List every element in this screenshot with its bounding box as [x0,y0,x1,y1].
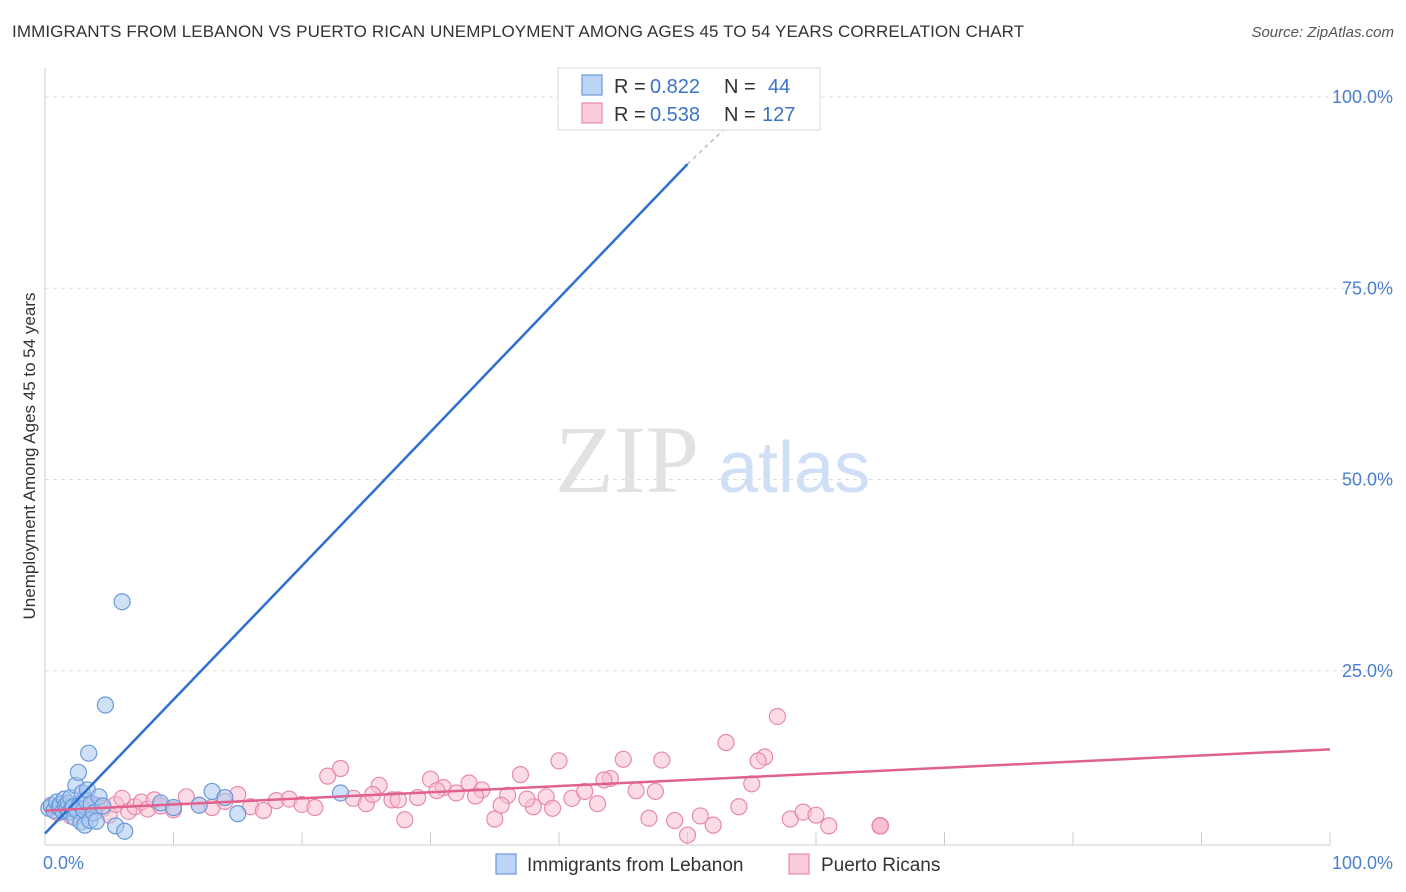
legend-swatch-pink [581,102,603,124]
bottom-legend-label-pink: Puerto Ricans [821,855,940,876]
data-point-puerto-rican [306,798,324,817]
legend-r-label-2: R = [614,104,646,126]
data-point-puerto-rican [646,782,664,801]
data-point-puerto-rican [807,806,825,824]
bottom-legend-swatch-pink [788,853,810,875]
x-tick-label: 0.0% [43,853,84,873]
chart-title: IMMIGRANTS FROM LEBANON VS PUERTO RICAN … [12,22,1025,41]
data-point-lebanon [116,822,134,840]
data-point-lebanon [113,593,131,611]
data-point-puerto-rican [717,733,735,752]
data-point-puerto-rican [543,799,562,817]
data-point-puerto-rican [691,807,709,825]
data-point-puerto-rican [396,811,414,829]
data-point-puerto-rican [492,796,510,814]
data-point-lebanon [96,696,114,714]
data-point-puerto-rican [486,810,504,828]
data-point-lebanon [80,744,98,762]
data-point-lebanon [69,763,88,781]
data-point-puerto-rican [595,771,613,789]
source-label: Source: ZipAtlas.com [1251,24,1394,41]
bottom-legend-label-blue: Immigrants from Lebanon [527,855,744,876]
data-point-puerto-rican [588,795,607,813]
data-point-puerto-rican [550,752,568,770]
data-point-puerto-rican [627,782,645,800]
data-point-puerto-rican [704,816,722,834]
data-point-puerto-rican [331,759,350,778]
legend-n-value-2: 127 [762,104,795,126]
data-point-puerto-rican [640,809,658,827]
trend-line-puerto-rican [44,748,1331,812]
data-point-puerto-rican [389,791,407,809]
legend-r-value-2: 0.538 [650,104,700,126]
y-tick-label: 75.0% [1342,278,1393,298]
bottom-legend: Immigrants from Lebanon Puerto Ricans [495,853,940,876]
data-point-puerto-rican [254,801,273,820]
data-point-puerto-rican [447,784,465,802]
data-point-puerto-rican [511,766,530,784]
y-tick-label: 25.0% [1342,661,1393,681]
data-point-lebanon [94,797,112,815]
data-point-lebanon [190,796,208,814]
data-point-puerto-rican [319,767,337,785]
watermark-atlas: atlas [718,428,870,508]
legend-n-value-1: 44 [768,76,790,98]
data-point-lebanon [87,812,106,830]
data-point-puerto-rican [466,787,485,805]
grid-layer [45,96,1392,672]
data-point-lebanon [229,805,247,823]
data-point-puerto-rican [614,750,632,768]
data-point-puerto-rican [653,751,671,769]
data-point-puerto-rican [820,817,838,835]
top-legend: R = 0.822 N = 44 R = 0.538 N = 127 [557,67,821,131]
data-point-puerto-rican [518,790,536,808]
y-axis-label: Unemployment Among Ages 45 to 54 years [20,293,39,620]
watermark: ZIP atlas [555,406,870,513]
legend-r-label-1: R = [614,76,646,98]
legend-n-label-1: N = [724,76,756,98]
legend-n-label-2: N = [724,104,756,126]
x-tick-label: 100.0% [1332,853,1393,873]
y-tick-label: 100.0% [1332,87,1393,107]
axes-layer: 100.0% 75.0% 50.0% 25.0% 0.0% 100.0% [43,68,1393,873]
data-point-puerto-rican [768,707,787,726]
trend-line-lebanon [44,163,689,835]
data-point-puerto-rican [871,817,889,835]
data-point-puerto-rican [576,782,594,801]
watermark-zip: ZIP [555,406,699,513]
data-point-puerto-rican [678,826,697,844]
bottom-legend-swatch-blue [495,853,517,875]
data-point-puerto-rican [666,811,684,830]
data-point-puerto-rican [730,798,748,816]
data-point-lebanon [164,798,183,817]
legend-swatch-blue [581,74,603,96]
data-point-puerto-rican [749,752,767,770]
legend-r-value-1: 0.822 [650,76,700,98]
y-tick-label: 50.0% [1342,470,1393,490]
data-point-lebanon [331,784,350,802]
